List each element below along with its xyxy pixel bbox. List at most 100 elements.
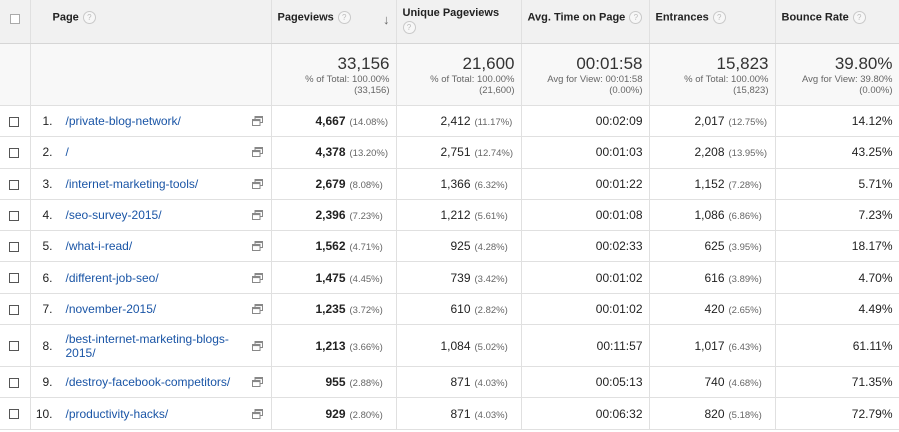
table-row: 8. /best-internet-marketing-blogs-2015/ … (0, 324, 899, 368)
row-checkbox[interactable] (9, 242, 19, 253)
page-link[interactable]: /seo-survey-2015/ (65, 208, 162, 223)
pageviews-cell: 2,679 (8.08%) (271, 168, 397, 200)
unique-pageviews-value: 871 (450, 406, 471, 421)
entrances-value: 1,017 (694, 338, 725, 353)
open-in-new-window-icon[interactable] (251, 377, 263, 388)
page-cell: 1. /private-blog-network/ (30, 105, 272, 138)
column-header-unique-pageviews[interactable]: Unique Pageviews? (396, 0, 522, 44)
page-link[interactable]: /destroy-facebook-competitors/ (65, 375, 231, 390)
unique-pageviews-percent: (11.17%) (474, 117, 513, 129)
avg-time-cell: 00:05:13 (521, 366, 650, 399)
avg-time-value: 00:06:32 (595, 406, 643, 421)
select-all-checkbox[interactable] (10, 14, 20, 24)
row-index: 3. (42, 176, 53, 191)
help-icon[interactable]: ? (629, 11, 643, 24)
entrances-percent: (2.65%) (728, 304, 762, 316)
sort-descending-icon[interactable]: ↓ (383, 12, 390, 27)
pageviews-cell: 1,235 (3.72%) (271, 293, 397, 326)
row-checkbox[interactable] (9, 304, 19, 315)
column-header-bounce-rate[interactable]: Bounce Rate? (775, 0, 899, 44)
unique-pageviews-cell: 2,751 (12.74%) (396, 136, 522, 169)
open-in-new-window-icon[interactable] (251, 340, 263, 351)
row-checkbox[interactable] (9, 148, 19, 159)
page-cell: 4. /seo-survey-2015/ (30, 199, 272, 232)
pageviews-value: 4,378 (315, 145, 346, 160)
bounce-rate-cell: 72.79% (775, 397, 899, 430)
open-in-new-window-icon[interactable] (251, 408, 263, 419)
pageviews-percent: (4.45%) (349, 273, 383, 285)
avg-time-cell: 00:02:09 (521, 105, 650, 138)
row-checkbox[interactable] (9, 409, 19, 420)
open-in-new-window-icon[interactable] (251, 272, 263, 283)
row-select-cell (0, 168, 31, 200)
row-checkbox[interactable] (9, 273, 19, 284)
unique-pageviews-value: 871 (450, 375, 471, 390)
entrances-cell: 1,086 (6.86%) (649, 199, 776, 232)
open-in-new-window-icon[interactable] (251, 241, 263, 252)
totals-unique-pageviews: 21,600 % of Total: 100.00% (21,600) (396, 43, 522, 106)
column-header-entrances[interactable]: Entrances? (649, 0, 776, 44)
open-in-new-window-icon[interactable] (251, 147, 263, 158)
unique-pageviews-percent: (12.74%) (474, 148, 514, 160)
totals-pageviews: 33,156 % of Total: 100.00% (33,156) (271, 43, 397, 106)
column-header-avg-time[interactable]: Avg. Time on Page? (521, 0, 650, 44)
row-checkbox[interactable] (9, 179, 19, 190)
help-icon[interactable]: ? (852, 11, 866, 24)
table-row: 3. /internet-marketing-tools/ 2,679 (8.08… (0, 168, 899, 200)
avg-time-cell: 00:01:02 (521, 261, 650, 294)
bounce-rate-value: 18.17% (851, 239, 893, 254)
totals-row: 33,156 % of Total: 100.00% (33,156) 21,6… (0, 43, 899, 106)
column-header-pageviews[interactable]: Pageviews? ↓ (271, 0, 397, 44)
table-row: 2. / 4,378 (13.20%) 2,751 (12.74%) 00:01:0… (0, 136, 899, 169)
page-link[interactable]: /different-job-seo/ (65, 270, 159, 285)
bounce-rate-cell: 4.70% (775, 261, 899, 294)
entrances-value: 625 (704, 239, 725, 254)
total-absolute: (0.00%) (609, 85, 643, 96)
row-checkbox[interactable] (9, 378, 19, 389)
avg-time-value: 00:01:02 (595, 301, 643, 316)
pageviews-value: 4,667 (315, 114, 346, 129)
pageviews-percent: (3.72%) (349, 304, 383, 316)
row-checkbox[interactable] (9, 116, 19, 127)
pageviews-percent: (7.23%) (349, 211, 383, 223)
help-icon[interactable]: ? (712, 11, 726, 24)
help-icon[interactable]: ? (82, 11, 96, 24)
row-index: 2. (42, 145, 53, 160)
entrances-percent: (12.75%) (728, 117, 768, 129)
row-checkbox[interactable] (9, 341, 19, 352)
pageviews-cell: 955 (2.88%) (271, 366, 397, 399)
row-index: 1. (42, 114, 53, 129)
row-select-cell (0, 397, 31, 430)
page-link[interactable]: /internet-marketing-tools/ (65, 176, 199, 191)
page-link[interactable]: /best-internet-marketing-blogs-2015/ (65, 331, 229, 360)
total-absolute: (0.00%) (859, 85, 893, 96)
page-link[interactable]: /private-blog-network/ (65, 114, 181, 129)
avg-time-value: 00:11:57 (596, 338, 643, 353)
entrances-cell: 820 (5.18%) (649, 397, 776, 430)
page-link[interactable]: /productivity-hacks/ (65, 406, 169, 421)
help-icon[interactable]: ? (337, 11, 351, 24)
entrances-percent: (6.86%) (728, 211, 762, 223)
entrances-percent: (3.89%) (728, 273, 762, 285)
bounce-rate-value: 5.71% (858, 176, 893, 191)
unique-pageviews-value: 2,751 (440, 145, 471, 160)
entrances-percent: (3.95%) (728, 242, 762, 254)
page-link[interactable]: /what-i-read/ (65, 239, 133, 254)
column-header-page[interactable]: Page? (30, 0, 272, 44)
bounce-rate-value: 71.35% (851, 375, 893, 390)
row-checkbox[interactable] (9, 210, 19, 221)
help-icon[interactable]: ? (402, 20, 416, 34)
entrances-value: 820 (704, 406, 725, 421)
entrances-cell: 625 (3.95%) (649, 230, 776, 263)
page-link[interactable]: /november-2015/ (65, 301, 157, 316)
page-link[interactable]: / (65, 145, 69, 160)
open-in-new-window-icon[interactable] (251, 303, 263, 314)
open-in-new-window-icon[interactable] (251, 116, 263, 127)
open-in-new-window-icon[interactable] (251, 210, 263, 221)
data-rows: 1. /private-blog-network/ 4,667 (14.08%) … (0, 105, 899, 430)
bounce-rate-value: 7.23% (858, 208, 893, 223)
avg-time-cell: 00:11:57 (521, 324, 650, 368)
row-select-cell (0, 105, 31, 138)
unique-pageviews-cell: 1,366 (6.32%) (396, 168, 522, 200)
open-in-new-window-icon[interactable] (251, 178, 263, 189)
